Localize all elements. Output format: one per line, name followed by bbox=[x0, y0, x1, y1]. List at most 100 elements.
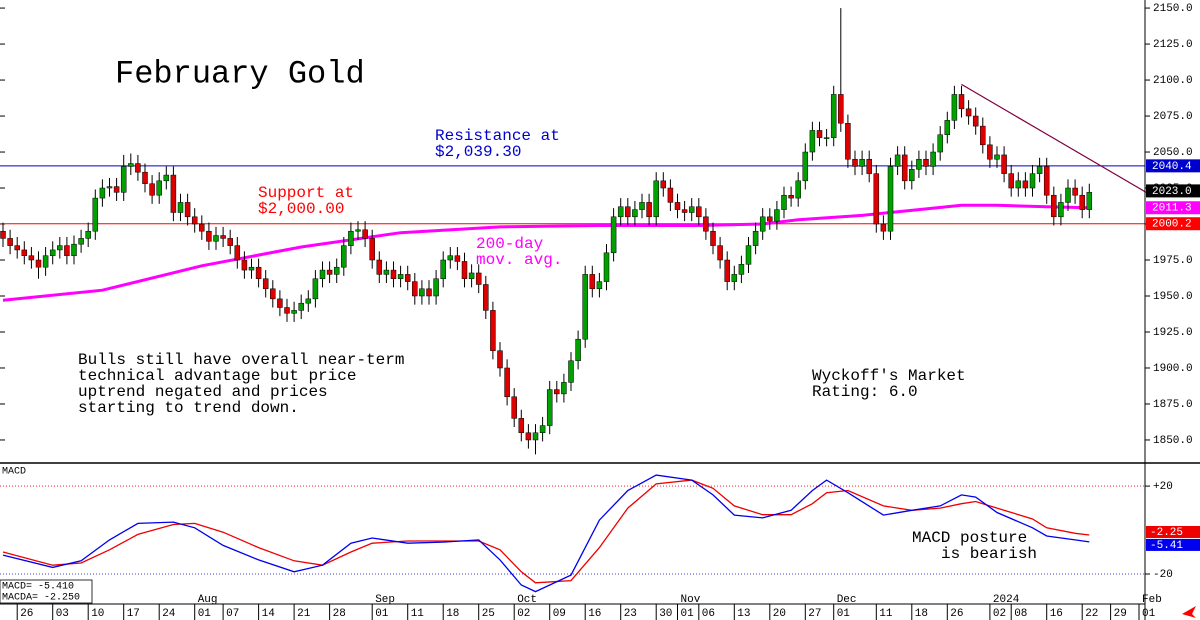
candle-body bbox=[14, 245, 20, 251]
candle-body bbox=[710, 230, 716, 246]
month-label: Oct bbox=[517, 594, 537, 606]
candle-body bbox=[312, 278, 319, 300]
candle-body bbox=[248, 266, 255, 271]
x-tick-label: 26 bbox=[20, 608, 33, 620]
candle-body bbox=[745, 245, 752, 265]
candle-body bbox=[965, 108, 972, 117]
candle-body bbox=[951, 94, 958, 121]
scroll-arrow-icon[interactable] bbox=[1182, 606, 1196, 618]
candle-body bbox=[319, 269, 326, 279]
candle-body bbox=[1086, 192, 1093, 210]
candle-body bbox=[561, 382, 567, 395]
candle-body bbox=[894, 154, 901, 167]
candle-body bbox=[142, 171, 148, 184]
candle-body bbox=[1043, 166, 1050, 196]
candle-body bbox=[227, 238, 233, 246]
candle-body bbox=[937, 134, 943, 153]
x-tick-label: 06 bbox=[702, 608, 715, 620]
candle-body bbox=[554, 389, 560, 395]
candle-body bbox=[199, 223, 205, 232]
x-tick-label: 08 bbox=[1014, 608, 1027, 620]
macd-title: MACD bbox=[2, 467, 26, 478]
x-tick-label: 13 bbox=[737, 608, 750, 620]
candle-body bbox=[419, 288, 425, 297]
y-tick-label: 1875.0 bbox=[1153, 399, 1193, 411]
macd-readout-box bbox=[0, 579, 93, 604]
candle-body bbox=[241, 259, 248, 271]
candle-body bbox=[930, 151, 936, 167]
x-tick-label: 21 bbox=[297, 608, 311, 620]
x-tick-label: 17 bbox=[127, 608, 140, 620]
candle-body bbox=[518, 418, 525, 434]
candle-body bbox=[582, 274, 588, 340]
chart-title: February Gold bbox=[115, 55, 365, 92]
macd-tick-label: +20 bbox=[1153, 481, 1173, 493]
candle-body bbox=[284, 307, 290, 314]
candle-body bbox=[49, 249, 56, 256]
macd-tick-label: -20 bbox=[1153, 569, 1173, 581]
candle-body bbox=[759, 216, 766, 232]
candle-body bbox=[376, 259, 383, 275]
x-tick-label: 01 bbox=[1142, 608, 1156, 620]
candle-body bbox=[625, 206, 631, 218]
candle-body bbox=[852, 158, 858, 167]
candle-body bbox=[994, 154, 1000, 160]
candle-body bbox=[788, 194, 794, 199]
candle-body bbox=[213, 235, 219, 242]
candle-body bbox=[674, 202, 681, 210]
candle-body bbox=[539, 425, 546, 434]
candle-body bbox=[483, 284, 489, 311]
candle-body bbox=[816, 130, 823, 138]
candle-body bbox=[404, 274, 411, 282]
y-tick-label: 2050.0 bbox=[1153, 147, 1193, 159]
candle-body bbox=[7, 238, 13, 246]
candle-body bbox=[653, 180, 659, 218]
x-tick-label: 11 bbox=[411, 608, 425, 620]
annotation-text: technical advantage but price bbox=[78, 367, 356, 385]
x-tick-label: 18 bbox=[915, 608, 928, 620]
candle-body bbox=[149, 183, 155, 196]
candle-body bbox=[1015, 180, 1022, 189]
annotation-text: Rating: 6.0 bbox=[812, 383, 918, 401]
candle-body bbox=[688, 206, 695, 213]
candle-body bbox=[220, 235, 226, 239]
candle-body bbox=[795, 180, 801, 199]
candle-body bbox=[532, 432, 539, 441]
candle-body bbox=[504, 367, 510, 398]
annotation-text: Bulls still have overall near-term bbox=[78, 351, 404, 369]
candle-body bbox=[92, 197, 99, 232]
candle-body bbox=[383, 269, 390, 275]
candle-body bbox=[277, 298, 283, 308]
candle-body bbox=[191, 216, 198, 225]
x-tick-label: 18 bbox=[446, 608, 459, 620]
x-tick-label: 28 bbox=[333, 608, 346, 620]
candle-body bbox=[440, 259, 446, 279]
candle-body bbox=[0, 230, 6, 239]
candle-body bbox=[823, 137, 830, 139]
moving-average bbox=[2, 203, 1090, 302]
candle-body bbox=[1058, 202, 1064, 218]
x-tick-label: 01 bbox=[837, 608, 851, 620]
candle-body bbox=[1065, 187, 1071, 203]
x-tick-label: 16 bbox=[1050, 608, 1063, 620]
candle-body bbox=[454, 255, 461, 262]
candle-body bbox=[348, 230, 354, 246]
x-tick-label: 22 bbox=[1085, 608, 1098, 620]
x-tick-label: 03 bbox=[56, 608, 69, 620]
candle-body bbox=[724, 259, 730, 282]
candle-body bbox=[575, 338, 581, 362]
candle-body bbox=[184, 202, 191, 218]
candle-body bbox=[262, 278, 269, 290]
macd-value-label: -2.25 bbox=[1150, 527, 1183, 539]
candle-body bbox=[1072, 187, 1078, 196]
candle-body bbox=[923, 158, 929, 167]
candle-body bbox=[873, 173, 880, 225]
candle-body bbox=[980, 125, 986, 146]
candle-body bbox=[901, 154, 908, 182]
macd-line bbox=[2, 474, 1090, 593]
month-label: 2024 bbox=[993, 594, 1020, 606]
x-tick-label: 26 bbox=[950, 608, 963, 620]
candle-body bbox=[390, 269, 397, 279]
candle-body bbox=[802, 151, 809, 182]
candle-body bbox=[589, 274, 596, 290]
